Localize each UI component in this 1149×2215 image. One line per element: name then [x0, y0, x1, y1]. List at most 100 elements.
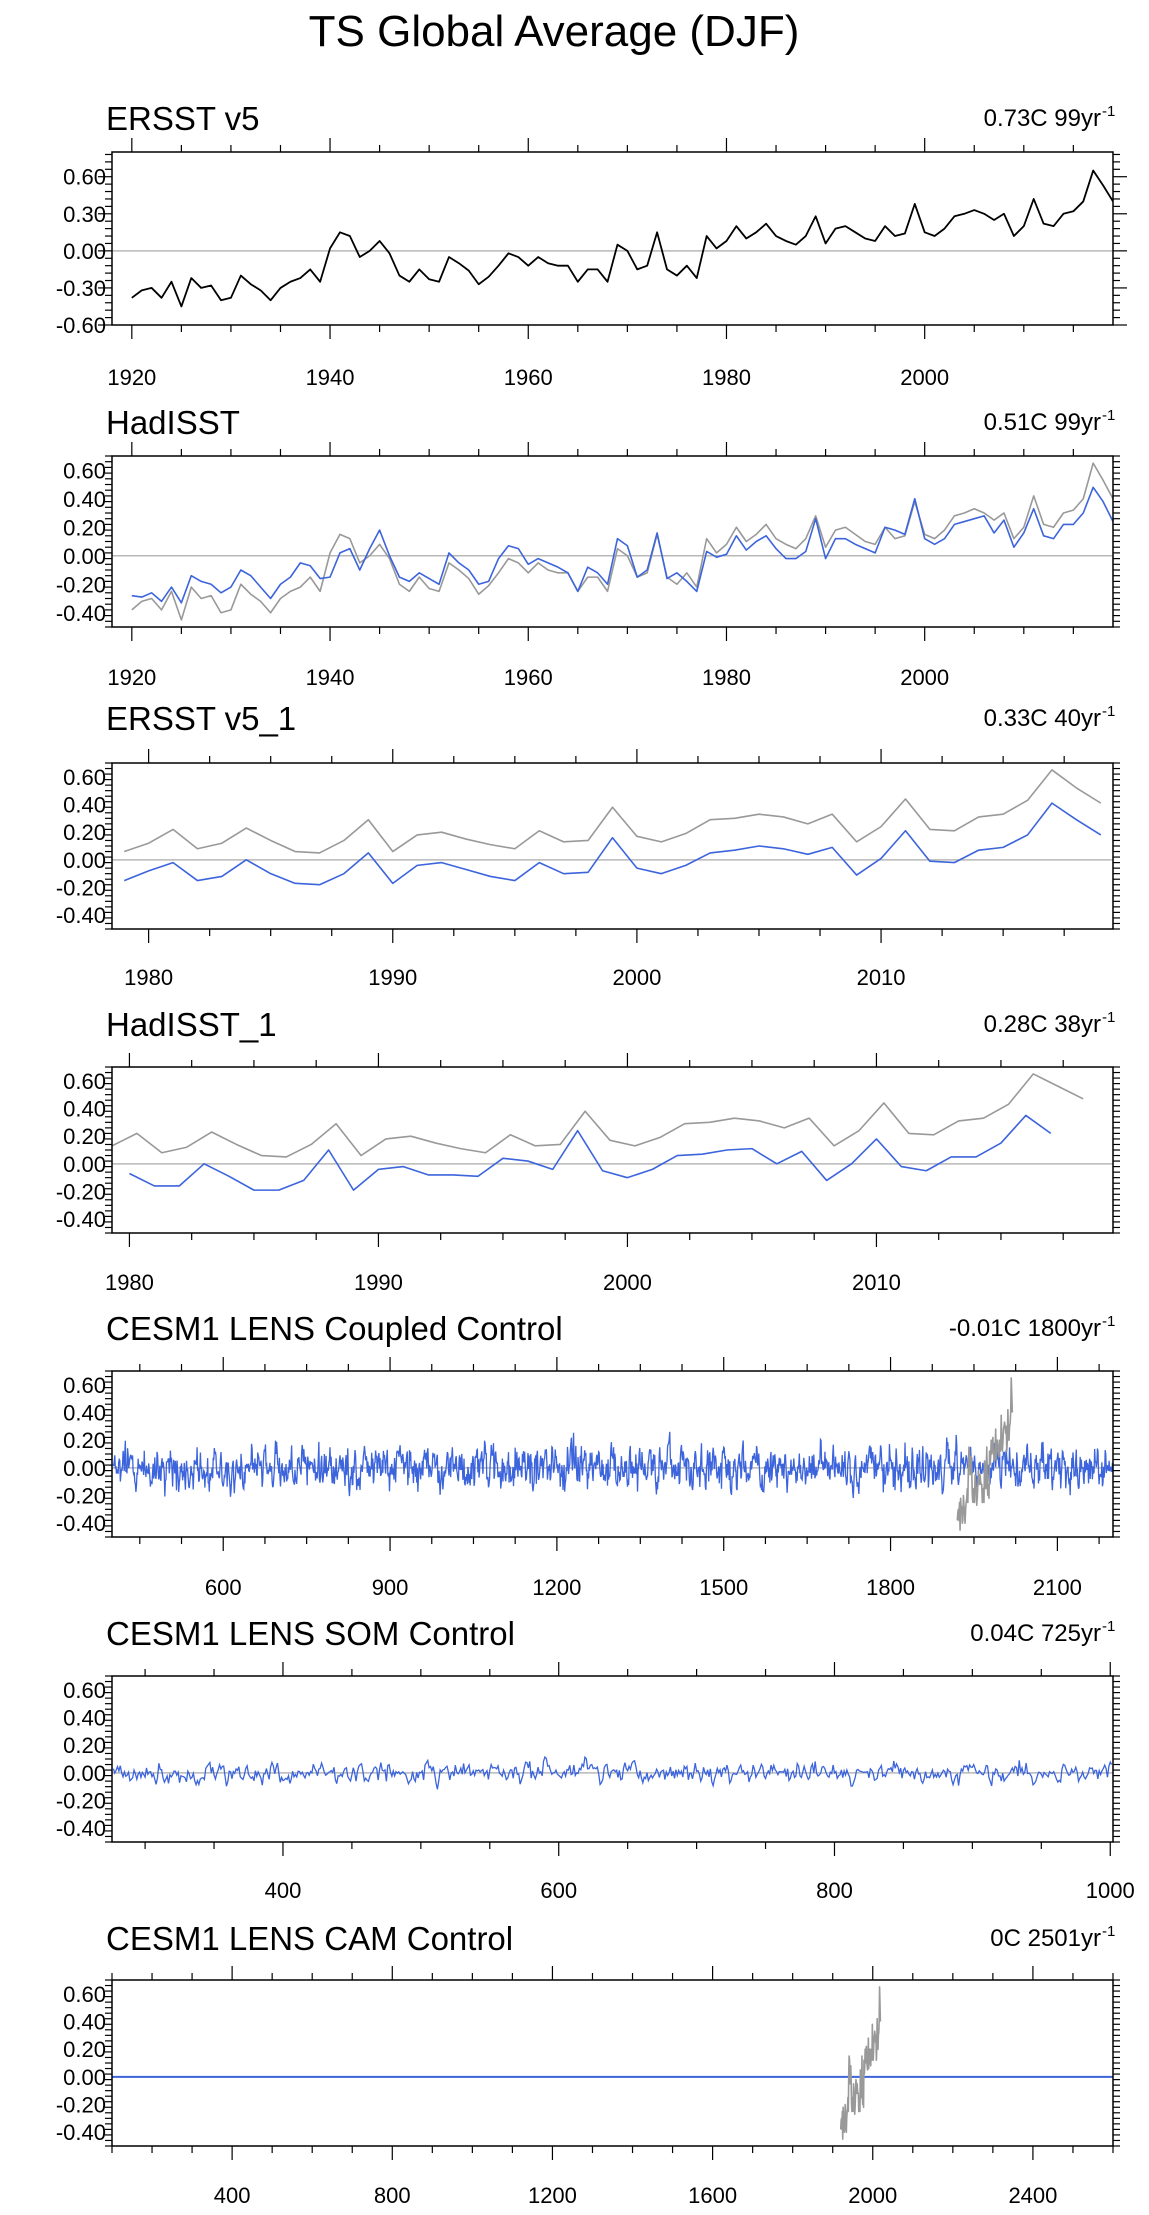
trend-label: 0.04C 725yr — [970, 1620, 1101, 1647]
y-tick-label: -0.20 — [56, 1484, 106, 1509]
trend-exponent: -1 — [1102, 1618, 1115, 1635]
plot-area — [112, 1377, 1113, 1531]
panel-6: CESM1 LENS SOM Control 0.04C 725yr -1 400 60… — [56, 1615, 1135, 1903]
x-tick-label: 1500 — [699, 1575, 748, 1600]
y-tick-label: -0.40 — [56, 1207, 106, 1232]
y-tick-label: 0.20 — [63, 2037, 106, 2062]
panel-2: HadISST 0.51C 99yr -1 1920 1940 1960 1980 2000 -… — [56, 404, 1120, 690]
y-tick-label: 0.20 — [63, 515, 106, 540]
trend-exponent: -1 — [1102, 103, 1115, 120]
x-tick-label: 1200 — [532, 1575, 581, 1600]
y-tick-label: 0.00 — [63, 1152, 106, 1177]
x-tick-label: 1990 — [354, 1270, 403, 1295]
x-tick-label: 2010 — [852, 1270, 901, 1295]
y-tick-label: 0.00 — [63, 544, 106, 569]
panel-title: ERSST v5_1 — [106, 700, 296, 737]
y-tick-label: 0.60 — [63, 765, 106, 790]
y-tick-label: 0.00 — [63, 1761, 106, 1786]
x-tick-label: 1200 — [528, 2183, 577, 2208]
x-tick-label: 2100 — [1033, 1575, 1082, 1600]
series-line-reference — [956, 1377, 1014, 1531]
y-tick-label: 0.20 — [63, 1428, 106, 1453]
x-tick-label: 900 — [372, 1575, 409, 1600]
trend-exponent: -1 — [1102, 1009, 1115, 1026]
y-tick-label: 0.00 — [63, 2065, 106, 2090]
plot-frame — [111, 1979, 1114, 2147]
y-tick-label: 0.00 — [63, 848, 106, 873]
plot-area — [112, 1755, 1113, 1790]
x-tick-label: 1960 — [504, 665, 553, 690]
series-line-reference — [112, 1073, 1084, 1158]
y-tick-label: -0.20 — [56, 2093, 106, 2118]
y-tick-label: 0.60 — [63, 458, 106, 483]
x-tick-label: 2000 — [900, 365, 949, 390]
trend-label: -0.01C 1800yr — [949, 1315, 1101, 1342]
plot-frame — [111, 151, 1114, 326]
x-tick-label: 1960 — [504, 365, 553, 390]
x-tick-label: 800 — [374, 2183, 411, 2208]
x-tick-label: 600 — [205, 1575, 242, 1600]
figure-title: TS Global Average (DJF) — [309, 7, 800, 56]
y-tick-label: 0.60 — [63, 1678, 106, 1703]
panel-1: ERSST v5 0.73C 99yr -1 1920 1940 1960 1980 2000… — [56, 100, 1127, 390]
y-tick-label: -0.20 — [56, 1789, 106, 1814]
y-tick-label: 0.60 — [63, 1069, 106, 1094]
series-line-model — [131, 486, 1113, 604]
x-tick-label: 1980 — [702, 365, 751, 390]
x-tick-label: 2400 — [1008, 2183, 1057, 2208]
y-tick-label: -0.40 — [56, 1511, 106, 1536]
plot-frame — [111, 1066, 1114, 1234]
x-tick-label: 1000 — [1086, 1878, 1135, 1903]
y-tick-label: -0.20 — [56, 876, 106, 901]
trend-label: 0.51C 99yr — [984, 409, 1101, 436]
series-line-model — [123, 802, 1102, 886]
x-tick-label: 1990 — [368, 965, 417, 990]
trend-exponent: -1 — [1102, 407, 1115, 424]
y-tick-label: -0.40 — [56, 601, 106, 626]
y-tick-label: 0.40 — [63, 793, 106, 818]
trend-exponent: -1 — [1102, 1313, 1115, 1330]
y-tick-label: 0.20 — [63, 820, 106, 845]
trend-label: 0.73C 99yr — [984, 105, 1101, 132]
x-tick-label: 400 — [265, 1878, 302, 1903]
x-tick-label: 1980 — [702, 665, 751, 690]
y-tick-label: 0.60 — [63, 165, 106, 190]
plot-frame — [111, 1675, 1114, 1843]
series-line-model — [129, 1114, 1052, 1191]
series-line-reference — [123, 769, 1102, 854]
plot-frame — [111, 455, 1114, 628]
plot-frame — [111, 762, 1114, 930]
x-tick-label: 2000 — [848, 2183, 897, 2208]
y-tick-label: -0.30 — [56, 276, 106, 301]
panel-5: CESM1 LENS Coupled Control -0.01C 1800yr -… — [56, 1310, 1120, 1600]
plot-area — [131, 169, 1113, 308]
plot-area — [131, 462, 1113, 621]
panel-title: ERSST v5 — [106, 100, 259, 137]
y-tick-label: 0.00 — [63, 239, 106, 264]
trend-label: 0C 2501yr — [990, 1925, 1101, 1952]
x-tick-label: 1980 — [105, 1270, 154, 1295]
panel-title: HadISST_1 — [106, 1006, 277, 1043]
y-tick-label: -0.60 — [56, 313, 106, 338]
x-tick-label: 1920 — [107, 665, 156, 690]
panel-3: ERSST v5_1 0.33C 40yr -1 1980 1990 2000 2010 -0… — [56, 700, 1120, 990]
trend-exponent: -1 — [1102, 1923, 1115, 1940]
panel-title: CESM1 LENS Coupled Control — [106, 1310, 563, 1347]
x-tick-label: 1940 — [306, 365, 355, 390]
panel-7: CESM1 LENS CAM Control 0C 2501yr -1 400 800 1… — [56, 1920, 1120, 2208]
x-tick-label: 1800 — [866, 1575, 915, 1600]
x-tick-label: 2000 — [603, 1270, 652, 1295]
trend-exponent: -1 — [1102, 703, 1115, 720]
trend-label: 0.28C 38yr — [984, 1011, 1101, 1038]
y-tick-label: 0.40 — [63, 2010, 106, 2035]
y-tick-label: 0.60 — [63, 1373, 106, 1398]
series-line-reference — [131, 462, 1113, 621]
y-tick-label: -0.20 — [56, 572, 106, 597]
plot-area — [112, 1986, 1113, 2140]
y-tick-label: -0.20 — [56, 1180, 106, 1205]
x-tick-label: 2010 — [857, 965, 906, 990]
y-tick-label: 0.20 — [63, 1124, 106, 1149]
y-tick-label: 0.00 — [63, 1456, 106, 1481]
y-tick-label: 0.40 — [63, 1097, 106, 1122]
